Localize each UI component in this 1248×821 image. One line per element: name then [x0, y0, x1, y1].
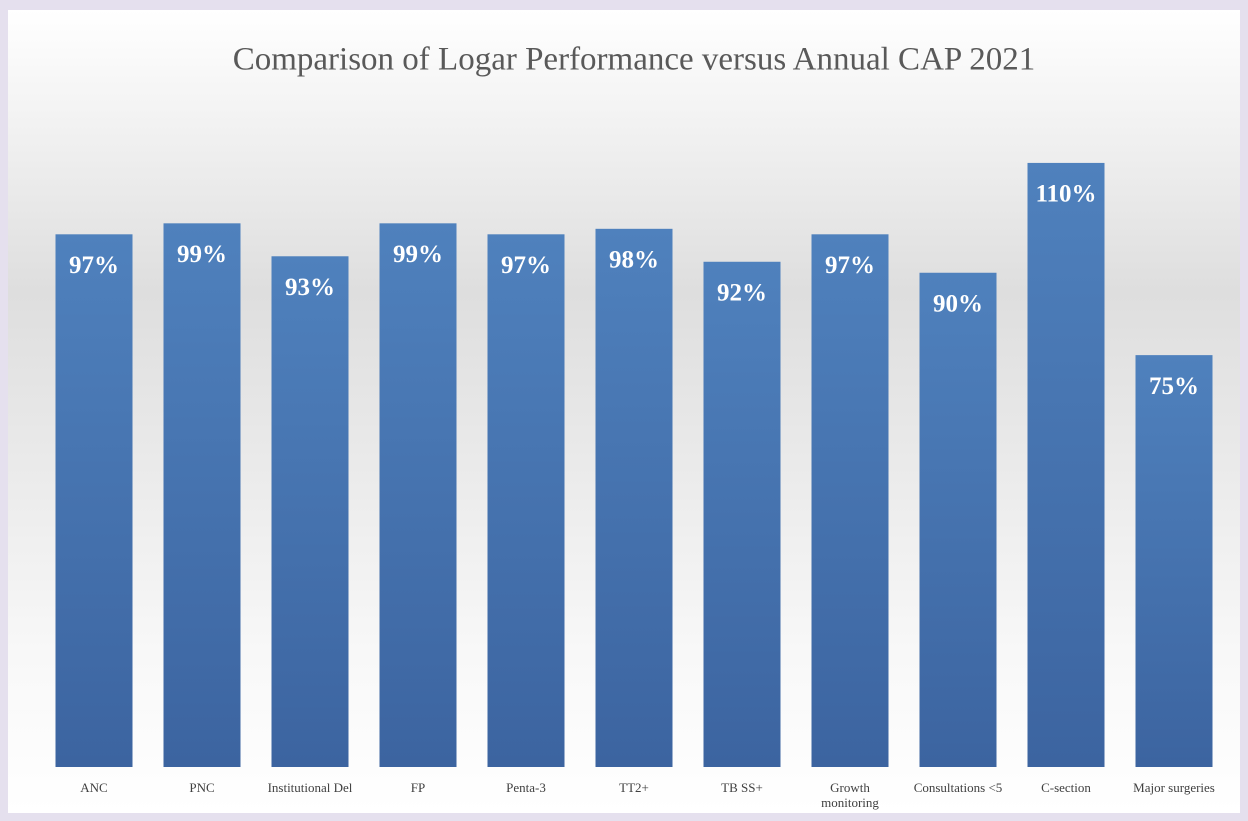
data-label: 97% [825, 252, 875, 279]
x-tick-label: Growth monitoring [821, 780, 879, 810]
x-tick-label: PNC [189, 780, 215, 795]
data-label: 97% [69, 252, 119, 279]
bar [487, 234, 565, 767]
x-tick-label: FP [410, 780, 426, 795]
bar [1135, 355, 1213, 767]
x-tick-label: Consultations <5 [913, 780, 1003, 795]
data-label: 93% [285, 274, 335, 301]
data-label: 99% [393, 241, 443, 268]
x-tick-label: Institutional Del [267, 780, 353, 795]
bar [163, 223, 241, 767]
x-tick-label: ANC [80, 780, 108, 795]
x-tick-label: TB SS+ [721, 780, 763, 795]
data-label: 99% [177, 241, 227, 268]
bar [271, 256, 349, 767]
data-label: 98% [609, 247, 659, 274]
x-tick-label: Major surgeries [1133, 780, 1215, 795]
data-label: 75% [1149, 373, 1199, 400]
x-tick-label: TT2+ [619, 780, 649, 795]
data-label: 92% [717, 280, 767, 307]
x-tick-label: Penta-3 [506, 780, 546, 795]
bar [595, 228, 673, 768]
bar [55, 234, 133, 767]
data-label: 110% [1035, 181, 1096, 208]
bar [1027, 162, 1105, 767]
data-label: 90% [933, 290, 983, 317]
bar [379, 223, 457, 767]
x-tick-label: C-section [1041, 780, 1091, 795]
bar [919, 272, 997, 767]
bar [811, 234, 889, 767]
chart-title: Comparison of Logar Performance versus A… [233, 42, 1036, 78]
data-label: 97% [501, 252, 551, 279]
bar [703, 261, 781, 767]
